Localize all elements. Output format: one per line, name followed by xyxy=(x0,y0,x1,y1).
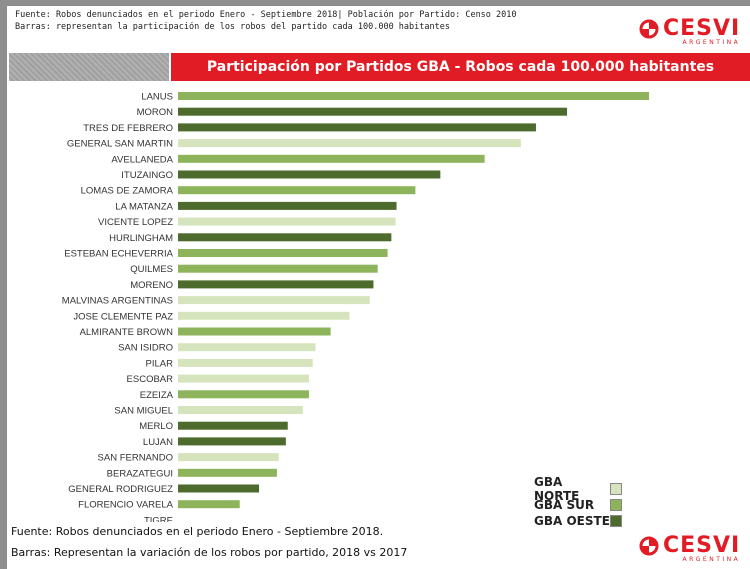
bar-berazategui xyxy=(178,468,277,477)
category-label-malvinas-argentinas: MALVINAS ARGENTINAS xyxy=(62,296,173,307)
category-label-san-miguel: SAN MIGUEL xyxy=(114,406,173,417)
category-label-tres-de-febrero: TRES DE FEBRERO xyxy=(83,123,173,134)
bar-florencio-varela xyxy=(178,500,240,509)
category-label-moron: MORON xyxy=(137,107,174,118)
bar-moreno xyxy=(178,280,374,289)
cesvi-logo-bottom: CESVI ARGENTINA xyxy=(639,533,741,564)
bar-san-miguel xyxy=(178,406,303,414)
category-label-almirante-brown: ALMIRANTE BROWN xyxy=(80,327,174,338)
bar-quilmes xyxy=(178,264,378,273)
cesvi-logo-icon xyxy=(639,19,659,39)
bar-escobar xyxy=(178,374,309,383)
category-label-quilmes: QUILMES xyxy=(130,264,173,275)
bar-lanus xyxy=(178,92,649,100)
category-label-general-rodriguez: GENERAL RODRIGUEZ xyxy=(68,484,173,495)
bar-lomas-de-zamora xyxy=(178,186,416,195)
bar-tres-de-febrero xyxy=(178,123,536,132)
bar-ezeiza xyxy=(178,390,309,399)
bars-note-line: Barras: representan la participación de … xyxy=(15,22,450,32)
bar-san-isidro xyxy=(178,343,316,352)
bar-malvinas-argentinas xyxy=(178,296,370,305)
legend-item-norte: GBA NORTE xyxy=(534,475,622,503)
logo-name: CESVI xyxy=(663,16,741,41)
header-gray-block xyxy=(9,53,169,81)
bar-vicente-lopez xyxy=(178,217,396,226)
category-label-lanus: LANUS xyxy=(141,92,173,103)
legend-item-sur: GBA SUR xyxy=(534,497,622,513)
source-line-bottom: Fuente: Robos denunciados en el periodo … xyxy=(11,525,384,538)
bar-san-fernando xyxy=(178,453,279,462)
bar-jose-clemente-paz xyxy=(178,311,350,320)
category-label-general-san-martin: GENERAL SAN MARTIN xyxy=(67,139,173,150)
chart-title: Participación por Partidos GBA - Robos c… xyxy=(171,53,750,81)
category-label-florencio-varela: FLORENCIO VARELA xyxy=(78,500,174,511)
legend-swatch-sur xyxy=(610,499,622,511)
source-line: Fuente: Robos denunciados en el periodo … xyxy=(15,10,517,20)
logo-name-bottom: CESVI xyxy=(663,533,741,558)
bar-ituzaingo xyxy=(178,170,441,179)
bar-hurlingham xyxy=(178,233,392,242)
logo-sub-bottom: ARGENTINA xyxy=(682,556,741,563)
category-label-lujan: LUJAN xyxy=(143,437,173,448)
bar-esteban-echeverria xyxy=(178,249,388,257)
category-label-pilar: PILAR xyxy=(146,358,174,369)
chart-frame: Fuente: Robos denunciados en el periodo … xyxy=(7,6,750,569)
category-label-lomas-de-zamora: LOMAS DE ZAMORA xyxy=(81,186,174,197)
bar-general-rodriguez xyxy=(178,484,260,493)
bar-la-matanza xyxy=(178,201,397,210)
bar-pilar xyxy=(178,358,313,367)
cesvi-logo: CESVI ARGENTINA xyxy=(639,16,741,47)
bar-chart: LANUS MORON TRES DE FEBRERO GENERAL SAN MAR… xyxy=(62,92,649,522)
bar-merlo xyxy=(178,421,288,430)
bar-lujan xyxy=(178,437,286,446)
category-label-ezeiza: EZEIZA xyxy=(140,390,174,401)
category-label-la-matanza: LA MATANZA xyxy=(115,201,173,212)
legend-label-norte: GBA NORTE xyxy=(534,475,580,503)
legend-label-oeste: GBA OESTE xyxy=(534,514,610,528)
source-note-top: Fuente: Robos denunciados en el periodo … xyxy=(15,9,517,33)
legend: GBA NORTE GBA SUR GBA OESTE xyxy=(534,475,622,529)
category-label-jose-clemente-paz: JOSE CLEMENTE PAZ xyxy=(73,311,173,322)
category-label-vicente-lopez: VICENTE LOPEZ xyxy=(98,217,173,228)
category-label-san-isidro: SAN ISIDRO xyxy=(118,343,173,354)
cesvi-logo-bottom-icon xyxy=(639,536,659,556)
category-label-moreno: MORENO xyxy=(130,280,173,291)
bar-general-san-martin xyxy=(178,139,521,148)
legend-item-oeste: GBA OESTE xyxy=(534,513,622,529)
category-label-tigre: TIGRE xyxy=(144,515,173,522)
category-label-merlo: MERLO xyxy=(139,421,173,432)
category-label-hurlingham: HURLINGHAM xyxy=(109,233,173,244)
logo-sub: ARGENTINA xyxy=(682,39,741,46)
category-label-escobar: ESCOBAR xyxy=(127,374,174,385)
bar-avellaneda xyxy=(178,154,485,163)
category-label-esteban-echeverria: ESTEBAN ECHEVERRIA xyxy=(64,249,173,260)
category-label-avellaneda: AVELLANEDA xyxy=(111,154,173,165)
bar-moron xyxy=(178,107,568,116)
bar-almirante-brown xyxy=(178,327,331,336)
category-label-san-fernando: SAN FERNANDO xyxy=(98,453,173,464)
legend-swatch-oeste xyxy=(610,515,622,527)
bars-note-line-bottom: Barras: Representan la variación de los … xyxy=(11,546,408,559)
source-note-bottom: Fuente: Robos denunciados en el periodo … xyxy=(11,521,750,563)
category-label-berazategui: BERAZATEGUI xyxy=(107,468,173,479)
category-label-ituzaingo: ITUZAINGO xyxy=(121,170,173,181)
legend-label-sur: GBA SUR xyxy=(534,498,595,512)
legend-swatch-norte xyxy=(610,483,622,495)
